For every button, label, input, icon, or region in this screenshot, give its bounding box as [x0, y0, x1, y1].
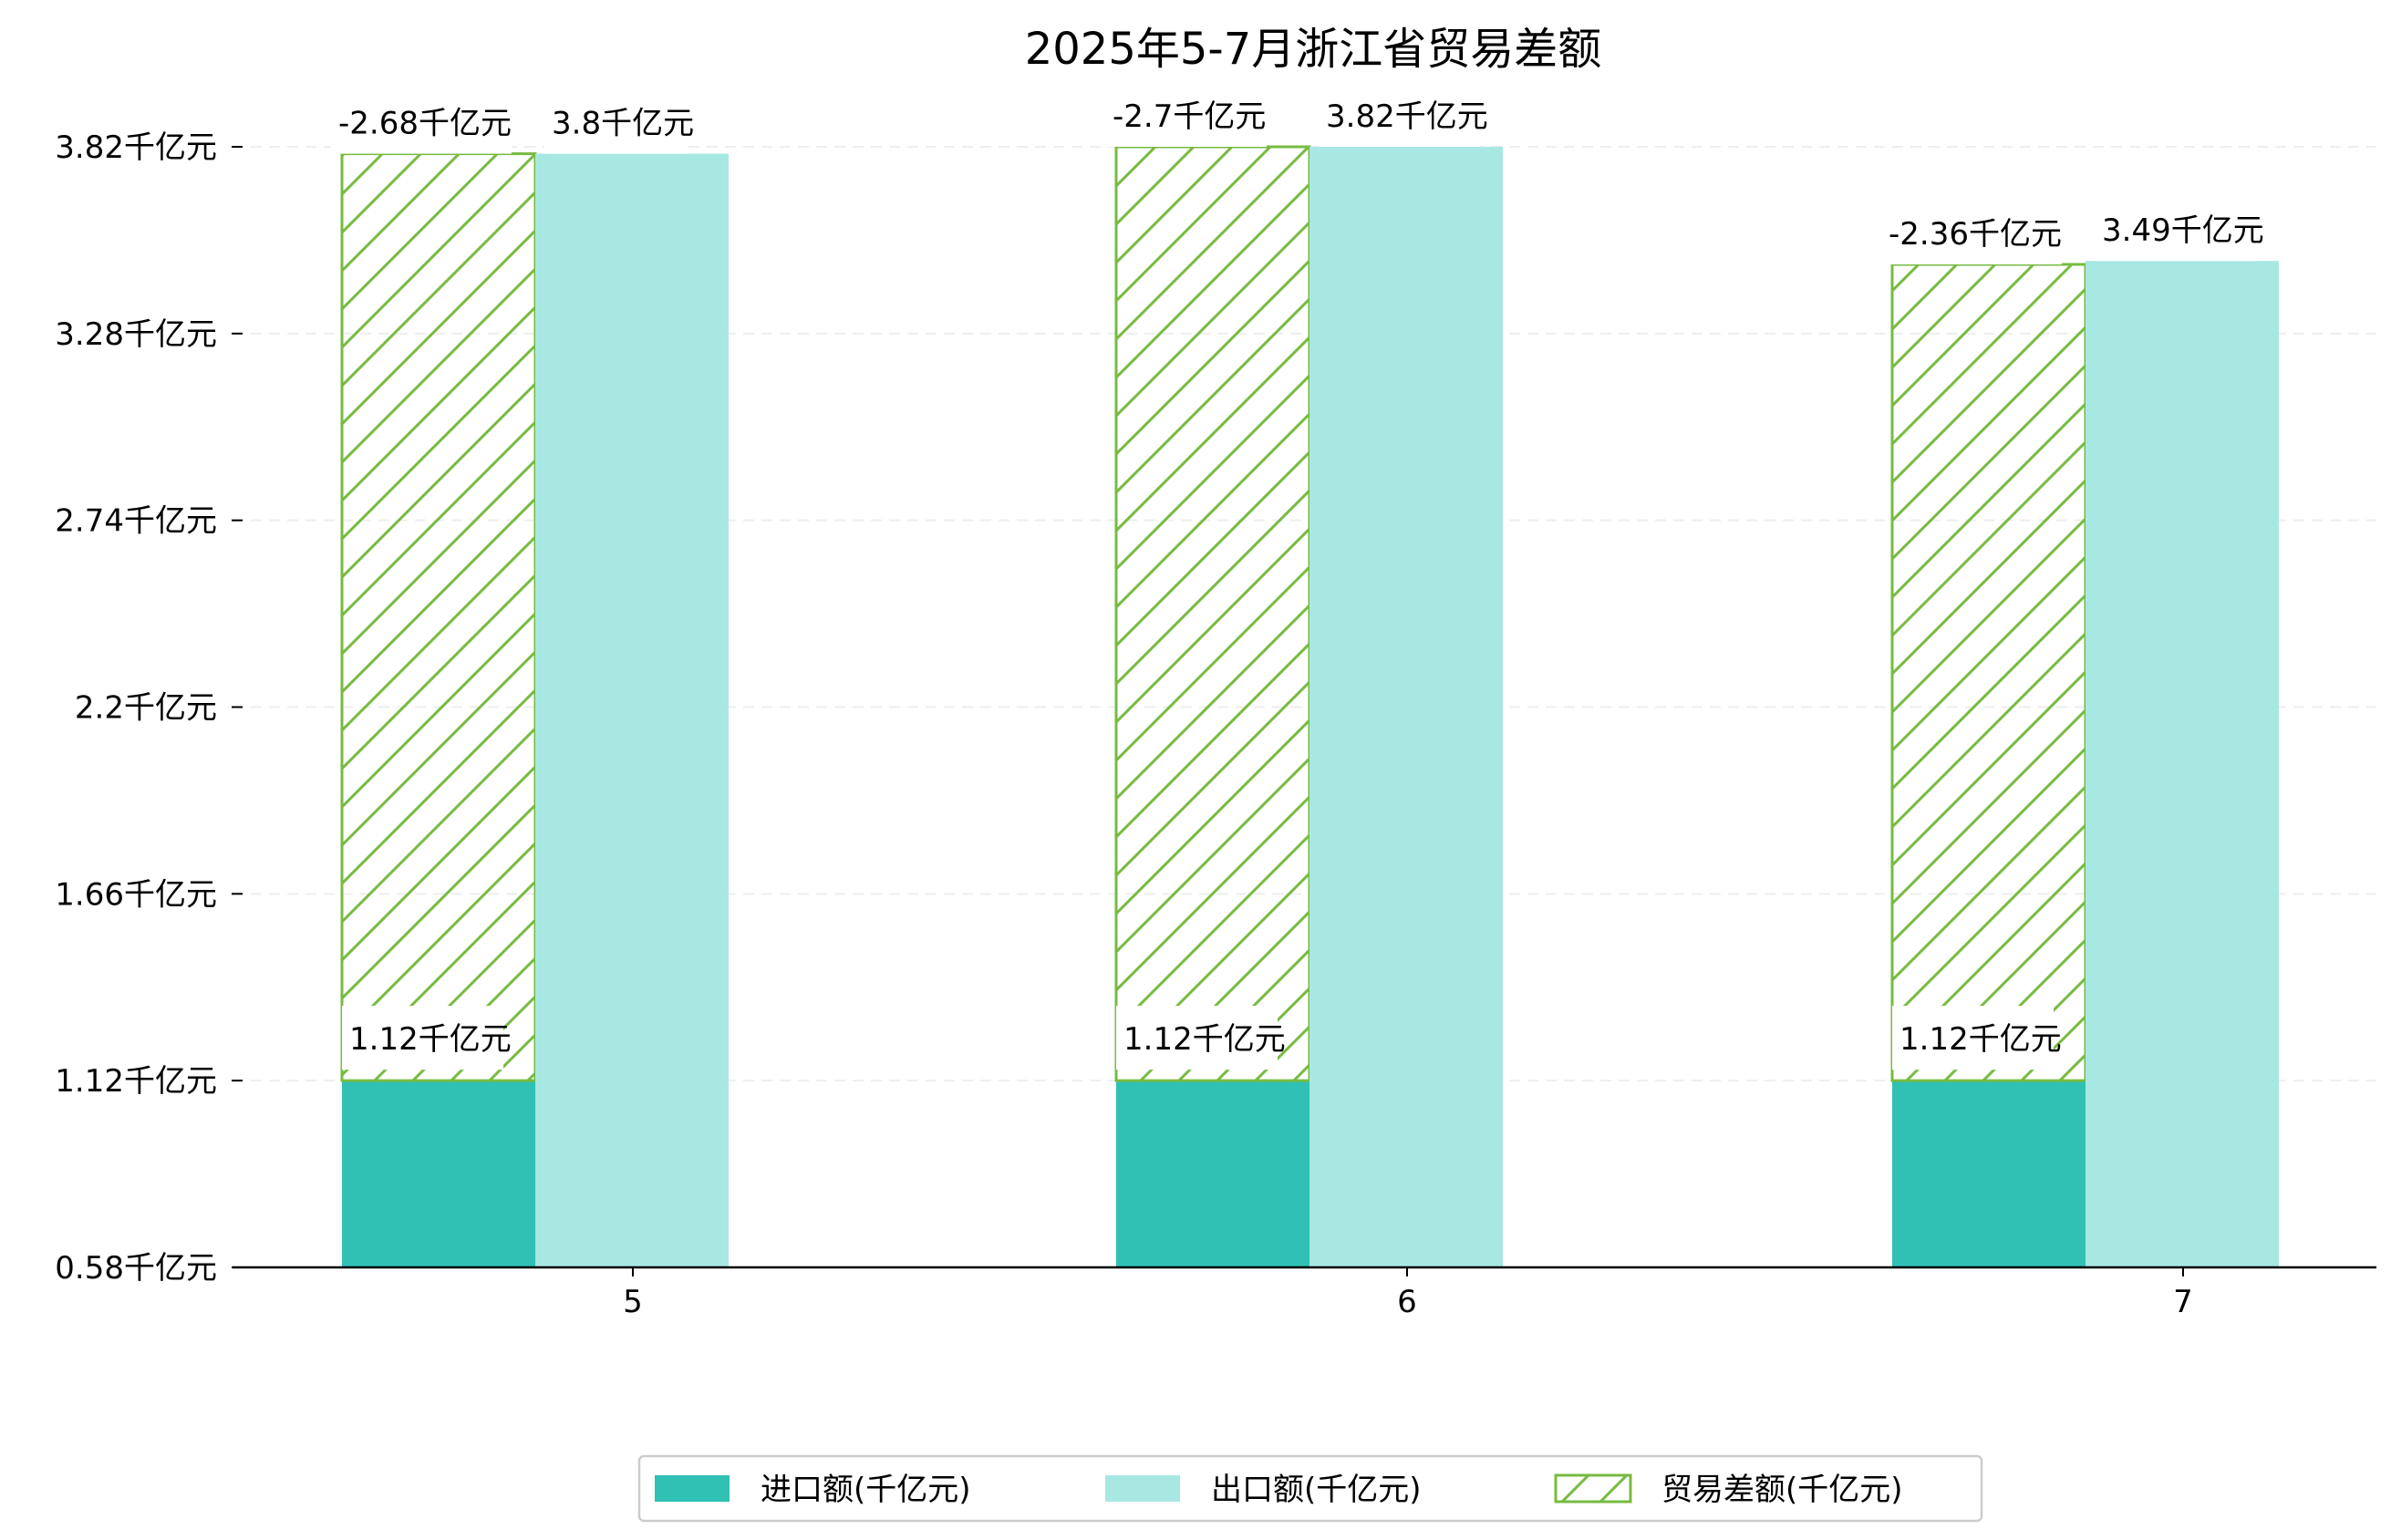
y-tick-label: 3.28千亿元	[55, 316, 217, 353]
label-export-bg	[1319, 83, 1480, 147]
legend-label: 进口额(千亿元)	[761, 1472, 971, 1508]
bar-export	[1309, 147, 1503, 1267]
bar-import	[1116, 1080, 1309, 1267]
label-export-bg	[544, 89, 687, 154]
y-tick-label: 3.82千亿元	[55, 129, 217, 166]
legend-box	[637, 1454, 1983, 1523]
label-export: 3.49千亿元	[2102, 212, 2264, 249]
bar-import	[342, 1080, 535, 1267]
label-export-bg	[2095, 197, 2256, 262]
bar-import	[1892, 1080, 2086, 1267]
label-trade-balance-bg	[1105, 83, 1267, 147]
label-import: 1.12千亿元	[349, 1021, 512, 1058]
legend: 进口额(千亿元) 出口额(千亿元) 贸易差额(千亿元)	[637, 1454, 1983, 1523]
bar-trade-balance	[1890, 263, 2087, 1082]
label-export: 3.82千亿元	[1326, 98, 1488, 135]
bar-export	[2086, 261, 2279, 1268]
label-trade-balance-bg	[331, 89, 512, 154]
chart-title: 2025年5-7月浙江省贸易差额	[1025, 24, 1602, 75]
label-trade-balance: -2.68千亿元	[338, 106, 512, 142]
legend-swatch	[655, 1475, 730, 1502]
label-import-bg	[342, 1006, 503, 1070]
bar-trade-balance	[1114, 145, 1311, 1082]
label-import: 1.12千亿元	[1123, 1021, 1286, 1058]
legend-label: 出口额(千亿元)	[1211, 1472, 1422, 1508]
y-tick-label: 1.12千亿元	[55, 1063, 217, 1100]
x-tick-label: 7	[2173, 1284, 2193, 1320]
y-tick-label: 0.58千亿元	[55, 1250, 217, 1287]
legend-swatch	[1554, 1473, 1632, 1504]
label-import: 1.12千亿元	[1899, 1021, 2062, 1058]
bar-export	[535, 153, 729, 1267]
x-tick-label: 5	[623, 1284, 643, 1320]
legend-label: 贸易差额(千亿元)	[1661, 1472, 1903, 1508]
label-trade-balance: -2.36千亿元	[1889, 216, 2062, 253]
legend-swatch	[1105, 1475, 1180, 1502]
label-trade-balance-bg	[1881, 200, 2062, 264]
label-import-bg	[1116, 1006, 1278, 1070]
label-trade-balance: -2.7千亿元	[1113, 98, 1266, 135]
y-tick-label: 2.2千亿元	[75, 690, 217, 727]
y-tick-label: 1.66千亿元	[55, 876, 217, 913]
y-tick-label: 2.74千亿元	[55, 503, 217, 540]
label-import-bg	[1892, 1006, 2054, 1070]
x-tick-label: 6	[1397, 1284, 1417, 1320]
bar-trade-balance	[340, 152, 537, 1082]
label-export: 3.8千亿元	[552, 106, 694, 142]
